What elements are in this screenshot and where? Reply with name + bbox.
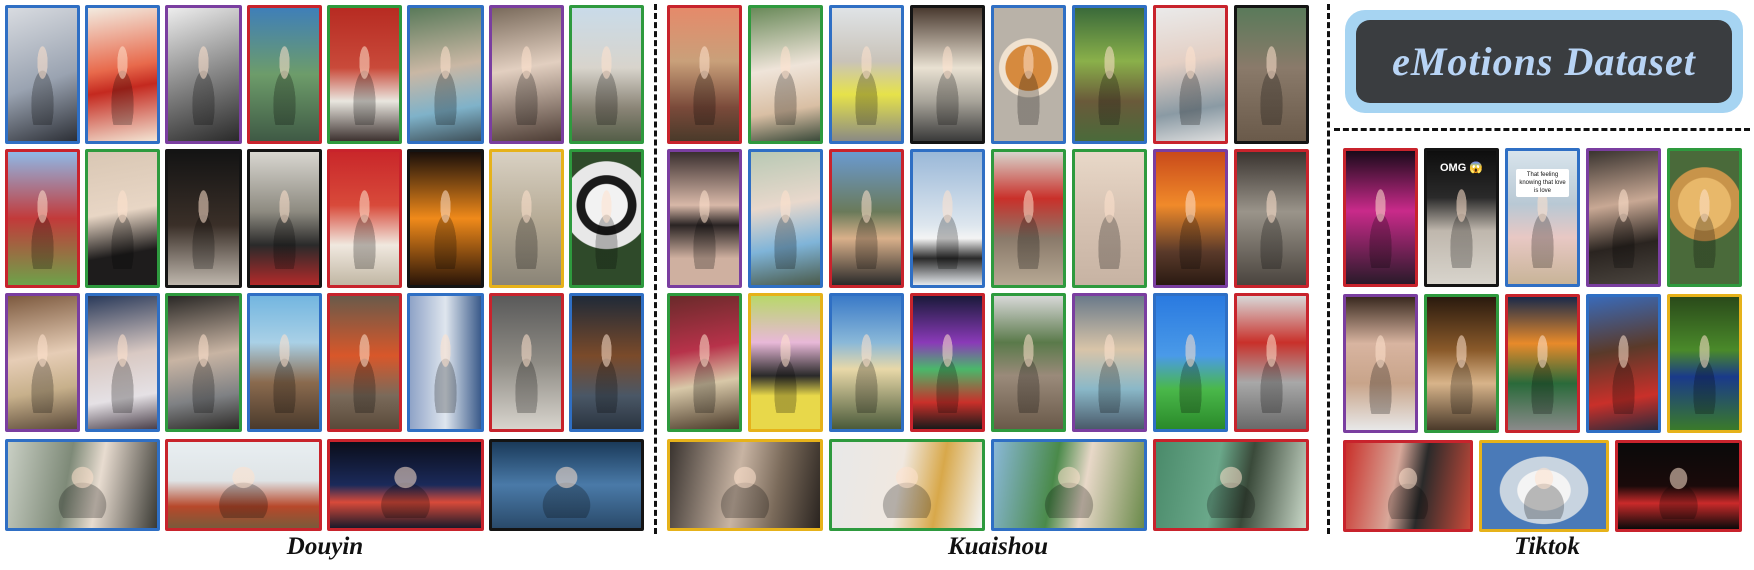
douyin-thumb-village-group[interactable] [247, 293, 322, 432]
kuaishou-thumb-mudslide[interactable] [1234, 5, 1309, 144]
caption-overlay-text: That feeling knowing that love is love [1516, 169, 1569, 197]
douyin-thumb-old-building[interactable] [489, 149, 564, 288]
kuaishou-thumb-wall-banner[interactable] [1072, 149, 1147, 288]
douyin-thumb-rescue-team[interactable] [327, 293, 402, 432]
douyin-thumb-girl-writing[interactable] [5, 293, 80, 432]
kuaishou-thumb-shiba-dog[interactable] [991, 5, 1066, 144]
tiktok-thumb-man-suit[interactable] [1586, 148, 1661, 287]
kuaishou-thumb-flute-girl[interactable] [748, 149, 823, 288]
tiktok-thumb-smoke-plume[interactable] [1479, 440, 1609, 532]
kuaishou-thumb-girl-cap-colorful[interactable] [748, 293, 823, 432]
tiktok-thumb-omg-dance[interactable]: OMG 😱 [1424, 148, 1499, 287]
douyin-thumb-flood-motorbike[interactable] [247, 149, 322, 288]
douyin-thumb-fire-night[interactable] [407, 149, 484, 288]
kuaishou-thumb-house-lawn[interactable] [1153, 293, 1228, 432]
tiktok-thumb-cheerleader[interactable] [1505, 294, 1580, 433]
douyin-thumb-alley-night[interactable] [569, 293, 644, 432]
douyin-thumb-group-dance-night[interactable] [165, 149, 242, 288]
kuaishou-thumb-river-valley[interactable] [991, 293, 1066, 432]
platform-label-douyin: Douyin [286, 533, 364, 560]
kuaishou-thumb-woman-crying[interactable] [667, 439, 823, 531]
douyin-thumb-girl-doorway[interactable] [407, 293, 484, 432]
douyin-thumb-man-hat[interactable] [165, 293, 242, 432]
kuaishou-thumb-fantasy-dancer[interactable] [1072, 293, 1147, 432]
kuaishou-thumb-girl-bonsai[interactable] [991, 439, 1147, 531]
title-banner: eMotions Dataset [1345, 10, 1743, 113]
kuaishou-thumb-garden-house[interactable] [1072, 5, 1147, 144]
douyin-thumb-girl-crouching[interactable] [489, 293, 564, 432]
douyin-thumb-flooded-city[interactable] [489, 439, 644, 531]
tiktok-thumb-crowd-cheering[interactable] [1343, 440, 1473, 532]
kuaishou-thumb-girl-grey-dress[interactable] [1153, 5, 1228, 144]
douyin-thumb-panda[interactable] [569, 149, 644, 288]
douyin-thumb-man-shopping[interactable] [327, 5, 402, 144]
tiktok-thumb-golden-retriever[interactable] [1667, 148, 1742, 287]
douyin-thumb-crying-woman[interactable] [489, 5, 564, 144]
douyin-thumb-girl-blue-outfit[interactable] [407, 5, 484, 144]
tiktok-thumb-boy-closeup[interactable] [1343, 294, 1418, 433]
kuaishou-thumb-girl-dog[interactable] [667, 293, 742, 432]
douyin-thumb-erhu-player[interactable] [5, 149, 80, 288]
douyin-thumb-girl-thinking[interactable] [5, 439, 160, 531]
tiktok-thumb-soccer-players[interactable] [1667, 294, 1742, 433]
douyin-thumb-girl-singing[interactable] [85, 293, 160, 432]
kuaishou-thumb-penguins[interactable] [910, 149, 985, 288]
kuaishou-thumb-kid-scooter[interactable] [829, 5, 904, 144]
tiktok-header-divider [1334, 128, 1750, 131]
tiktok-thumb-girl-fairy-lights[interactable] [1424, 294, 1499, 433]
kuaishou-thumb-man-selfie-horse[interactable] [829, 149, 904, 288]
kuaishou-thumb-man-crouching[interactable] [1153, 439, 1309, 531]
panel-divider-right [1327, 4, 1330, 534]
tiktok-thumb-singer-stage[interactable] [1343, 148, 1418, 287]
douyin-thumb-dance-stage[interactable] [327, 439, 484, 531]
tiktok-thumb-man-microphone[interactable] [1586, 294, 1661, 433]
kuaishou-thumb-girl-eating[interactable] [829, 439, 985, 531]
kuaishou-thumb-car-dashcam[interactable] [910, 5, 985, 144]
title-banner-inner: eMotions Dataset [1356, 20, 1732, 103]
douyin-panel: Douyin [0, 0, 650, 570]
panel-divider-left [654, 4, 657, 534]
dataset-title: eMotions Dataset [1392, 39, 1696, 84]
omg-overlay-text: OMG 😱 [1439, 162, 1484, 174]
kuaishou-thumb-concert-lights[interactable] [910, 293, 985, 432]
kuaishou-thumb-girl-tears[interactable] [667, 149, 742, 288]
tiktok-thumb-girl-beach[interactable]: That feeling knowing that love is love [1505, 148, 1580, 287]
kuaishou-thumb-fire-station[interactable] [991, 149, 1066, 288]
tiktok-panel: OMG 😱 That feeling knowing that love is … [1340, 0, 1754, 570]
platform-label-tiktok: Tiktok [1514, 533, 1580, 560]
kuaishou-thumb-sculpture[interactable] [1234, 149, 1309, 288]
tiktok-thumb-stage-performer[interactable] [1615, 440, 1742, 532]
kuaishou-thumb-sky-grass[interactable] [829, 293, 904, 432]
douyin-thumb-piano-girls[interactable] [5, 5, 80, 144]
platform-label-kuaishou: Kuaishou [947, 533, 1049, 560]
douyin-thumb-anime-soldiers[interactable] [327, 149, 402, 288]
douyin-thumb-flag-crowd[interactable] [165, 439, 322, 531]
douyin-thumb-old-man-bw[interactable] [165, 5, 242, 144]
kuaishou-thumb-girl-truck[interactable] [1234, 293, 1309, 432]
douyin-thumb-girl-black-dress[interactable] [85, 149, 160, 288]
douyin-thumb-fu-character[interactable] [85, 5, 160, 144]
douyin-thumb-building[interactable] [569, 5, 644, 144]
kuaishou-thumb-girl-tee[interactable] [748, 5, 823, 144]
kuaishou-thumb-firefighter[interactable] [1153, 149, 1228, 288]
kuaishou-thumb-parade-sunset[interactable] [667, 5, 742, 144]
kuaishou-panel: Kuaishou [660, 0, 1320, 570]
douyin-thumb-dancers-outdoor[interactable] [247, 5, 322, 144]
